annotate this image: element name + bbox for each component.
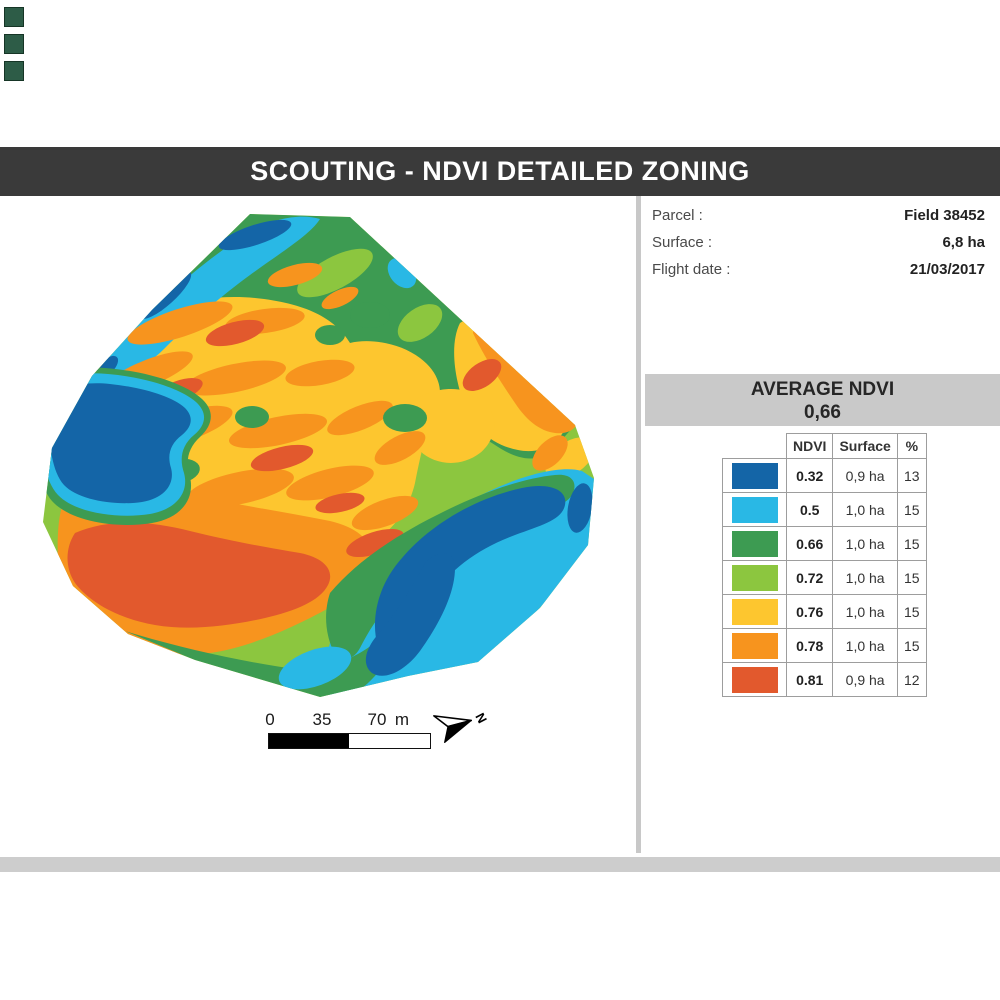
color-swatch-cell (722, 492, 787, 527)
flight-date-value: 21/03/2017 (909, 261, 985, 278)
percent-cell: 15 (896, 560, 927, 595)
parcel-info-panel: Parcel : Field 38452 Surface : 6,8 ha Fl… (652, 207, 985, 288)
table-row: 0.32 0,9 ha 13 (722, 458, 927, 493)
surface-cell: 1,0 ha (832, 560, 898, 595)
map-zone-blue-band (365, 553, 455, 676)
surface-value: 6,8 ha (942, 234, 985, 251)
scale-tick-35: 35 (312, 710, 332, 729)
map-zone-blue-streak (218, 219, 292, 251)
map-band-lightgreen (297, 248, 373, 298)
ndvi-color-swatch (731, 598, 778, 625)
surface-cell: 0,9 ha (832, 458, 898, 493)
surface-column-header: Surface (832, 433, 898, 459)
scale-bar-filled-half (269, 734, 349, 748)
surface-cell: 1,0 ha (832, 628, 898, 663)
page-thumbnail[interactable] (4, 61, 24, 81)
surface-cell: 1,0 ha (832, 492, 898, 527)
page-thumbnail[interactable] (4, 34, 24, 54)
percent-cell: 15 (896, 526, 927, 561)
parcel-label: Parcel : (652, 207, 703, 224)
percent-cell: 12 (896, 662, 927, 697)
scale-bar-track (268, 733, 431, 749)
north-arrow: N (432, 704, 490, 756)
surface-cell: 1,0 ha (832, 594, 898, 629)
map-scale-bar: 0 35 70 m (255, 710, 455, 752)
percent-cell: 13 (896, 458, 927, 493)
table-row: 0.72 1,0 ha 15 (722, 560, 927, 595)
color-swatch-cell (722, 594, 787, 629)
table-header-row: NDVI Surface % (723, 433, 927, 459)
vertical-divider (636, 196, 641, 853)
ndvi-zoning-table: NDVI Surface % 0.32 0,9 ha 13 0.5 1,0 ha… (722, 433, 927, 697)
empty-header-cell (723, 434, 787, 459)
scale-tick-0: 0 (265, 710, 275, 729)
ndvi-map-svg (43, 214, 594, 697)
color-swatch-cell (722, 662, 787, 697)
ndvi-color-swatch (731, 530, 778, 557)
table-row: 0.66 1,0 ha 15 (722, 526, 927, 561)
north-arrow-icon: N (433, 710, 490, 743)
color-swatch-cell (722, 526, 787, 561)
color-swatch-cell (722, 560, 787, 595)
scale-tick-70: 70 (367, 710, 387, 729)
ndvi-color-swatch (731, 666, 778, 693)
table-row: 0.76 1,0 ha 15 (722, 594, 927, 629)
page-thumbnail[interactable] (4, 7, 24, 27)
map-band-lightgreen (397, 304, 443, 342)
surface-row: Surface : 6,8 ha (652, 234, 985, 261)
percent-cell: 15 (896, 628, 927, 663)
surface-cell: 1,0 ha (832, 526, 898, 561)
ndvi-value-cell: 0.66 (785, 526, 834, 561)
average-ndvi-banner: AVERAGE NDVI 0,66 (645, 374, 1000, 426)
percent-column-header: % (896, 433, 927, 459)
ndvi-column-header: NDVI (785, 433, 834, 459)
average-ndvi-value: 0,66 (804, 402, 841, 423)
ndvi-color-swatch (731, 496, 778, 523)
parcel-value: Field 38452 (904, 207, 985, 224)
ndvi-color-swatch (731, 632, 778, 659)
ndvi-value-cell: 0.76 (785, 594, 834, 629)
flight-date-row: Flight date : 21/03/2017 (652, 261, 985, 288)
average-ndvi-label: AVERAGE NDVI (750, 379, 895, 400)
ndvi-color-swatch (731, 462, 778, 489)
scale-unit: m (394, 710, 410, 729)
map-zone-cyan-pocket (278, 646, 352, 690)
ndvi-value-cell: 0.32 (785, 458, 834, 493)
table-row: 0.5 1,0 ha 15 (722, 492, 927, 527)
ndvi-zoning-map (30, 203, 605, 713)
ndvi-value-cell: 0.81 (785, 662, 834, 697)
color-swatch-cell (722, 628, 787, 663)
ndvi-value-cell: 0.72 (785, 560, 834, 595)
color-swatch-cell (722, 458, 787, 493)
surface-label: Surface : (652, 234, 713, 251)
surface-cell: 0,9 ha (832, 662, 898, 697)
ndvi-value-cell: 0.5 (785, 492, 834, 527)
table-row: 0.81 0,9 ha 12 (722, 662, 927, 697)
table-row: 0.78 1,0 ha 15 (722, 628, 927, 663)
percent-cell: 15 (896, 594, 927, 629)
parcel-row: Parcel : Field 38452 (652, 207, 985, 234)
page-title: SCOUTING - NDVI DETAILED ZONING (0, 147, 1000, 196)
percent-cell: 15 (896, 492, 927, 527)
ndvi-color-swatch (731, 564, 778, 591)
flight-date-label: Flight date : (652, 261, 731, 278)
map-zone-red-bottom (67, 522, 331, 628)
north-label: N (472, 710, 490, 725)
map-zone-blue-blob (48, 383, 191, 504)
map-zone-blue-edge (567, 483, 593, 533)
ndvi-value-cell: 0.78 (785, 628, 834, 663)
map-zone-yellow (404, 388, 495, 463)
footer-band (0, 857, 1000, 872)
